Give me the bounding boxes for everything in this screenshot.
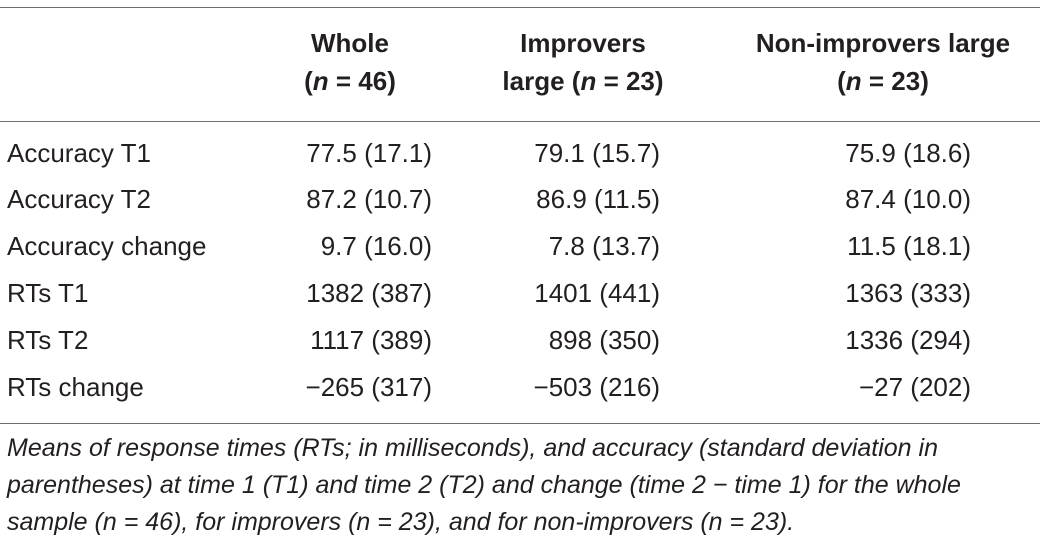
table-row: RTs T1 1382 (387) 1401 (441) 1363 (333) <box>0 270 1040 316</box>
row-label: RTs T1 <box>7 278 89 308</box>
column-header-line2: (n = 23) <box>837 66 929 96</box>
table-row: RTs change −265 (317) −503 (216) −27 (20… <box>0 364 1040 410</box>
column-header-line1: Non-improvers large <box>755 28 1011 58</box>
cell-non-improvers: 87.4 (10.0) <box>845 184 971 214</box>
row-label: RTs change <box>7 372 144 402</box>
cell-whole: 9.7 (16.0) <box>320 231 432 261</box>
cell-improvers: 79.1 (15.7) <box>534 138 660 168</box>
column-header-improvers: Improvers large (n = 23) <box>478 24 688 100</box>
cell-non-improvers: −27 (202) <box>858 372 971 402</box>
table-row: Accuracy T1 77.5 (17.1) 79.1 (15.7) 75.9… <box>0 130 1040 176</box>
bottom-rule <box>0 423 1040 424</box>
cell-improvers: −503 (216) <box>533 372 660 402</box>
cell-non-improvers: 11.5 (18.1) <box>847 231 971 261</box>
top-rule <box>0 7 1040 8</box>
row-label: Accuracy T2 <box>7 184 152 214</box>
table-row: Accuracy change 9.7 (16.0) 7.8 (13.7) 11… <box>0 223 1040 269</box>
column-header-line2: large (n = 23) <box>502 66 664 96</box>
cell-whole: 1382 (387) <box>306 278 432 308</box>
cell-whole: 77.5 (17.1) <box>306 138 432 168</box>
cell-improvers: 7.8 (13.7) <box>548 231 660 261</box>
cell-improvers: 898 (350) <box>548 325 660 355</box>
table-row: RTs T2 1117 (389) 898 (350) 1336 (294) <box>0 317 1040 363</box>
header-rule <box>0 121 1040 122</box>
table-caption: Means of response times (RTs; in millise… <box>7 434 961 536</box>
cell-improvers: 86.9 (11.5) <box>536 184 660 214</box>
cell-non-improvers: 75.9 (18.6) <box>845 138 971 168</box>
column-header-line2: (n = 46) <box>304 66 396 96</box>
column-header-non-improvers: Non-improvers large (n = 23) <box>727 24 1039 100</box>
column-header-whole: Whole (n = 46) <box>268 24 432 100</box>
cell-whole: 87.2 (10.7) <box>306 184 432 214</box>
row-label: Accuracy change <box>7 231 207 261</box>
cell-whole: 1117 (389) <box>310 325 432 355</box>
cell-whole: −265 (317) <box>305 372 432 402</box>
cell-non-improvers: 1363 (333) <box>845 278 971 308</box>
cell-improvers: 1401 (441) <box>534 278 660 308</box>
row-label: RTs T2 <box>7 325 89 355</box>
table-row: Accuracy T2 87.2 (10.7) 86.9 (11.5) 87.4… <box>0 176 1040 222</box>
column-header-line1: Whole <box>311 28 389 58</box>
row-label: Accuracy T1 <box>7 138 152 168</box>
column-header-line1: Improvers <box>520 28 646 58</box>
cell-non-improvers: 1336 (294) <box>845 325 971 355</box>
